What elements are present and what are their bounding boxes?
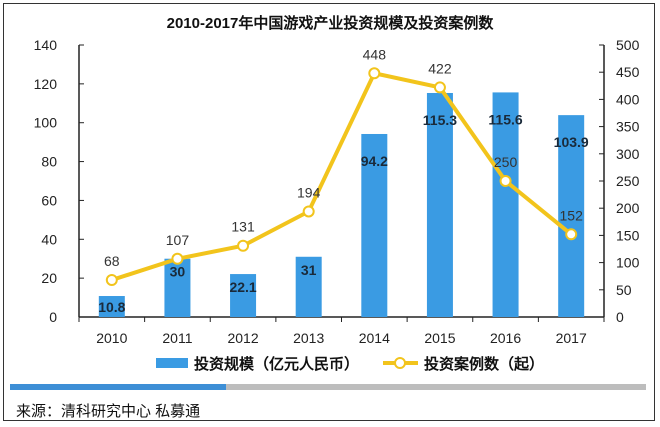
right-tick-label: 200 bbox=[616, 200, 640, 216]
left-tick-label: 0 bbox=[49, 309, 57, 325]
line-point bbox=[237, 239, 250, 252]
line-point bbox=[171, 252, 184, 265]
bar bbox=[558, 115, 585, 317]
line-point bbox=[368, 67, 381, 80]
line-value-label: 194 bbox=[297, 184, 321, 200]
legend-line-label: 投资案例数（起） bbox=[424, 355, 544, 373]
right-tick-label: 150 bbox=[616, 227, 640, 243]
legend-bar-label: 投资规模（亿元人民币） bbox=[194, 355, 359, 373]
left-tick-label: 40 bbox=[41, 231, 57, 247]
line-point bbox=[433, 81, 446, 94]
bar bbox=[361, 133, 388, 317]
series-line bbox=[111, 70, 573, 282]
x-tick-label: 2016 bbox=[490, 330, 521, 346]
right-tick-label: 450 bbox=[616, 64, 640, 80]
bar-value-label: 94.2 bbox=[361, 153, 388, 169]
bar bbox=[492, 92, 519, 317]
left-tick-label: 20 bbox=[41, 270, 57, 286]
bar bbox=[295, 256, 322, 317]
progress-bar bbox=[10, 384, 646, 390]
bar bbox=[230, 274, 257, 317]
source-note: 来源：清科研究中心 私募通 bbox=[16, 403, 201, 420]
line-value-label: 422 bbox=[428, 60, 452, 76]
left-tick-label: 120 bbox=[34, 76, 58, 92]
right-tick-label: 500 bbox=[616, 37, 640, 53]
left-tick-label: 140 bbox=[34, 37, 58, 53]
right-tick-label: 100 bbox=[616, 255, 640, 271]
x-tick-label: 2011 bbox=[162, 330, 192, 346]
left-tick-label: 100 bbox=[34, 115, 58, 131]
x-tick-label: 2010 bbox=[96, 330, 127, 346]
bar-value-label: 30 bbox=[170, 264, 186, 280]
right-tick-label: 350 bbox=[616, 119, 640, 135]
x-tick-label: 2017 bbox=[556, 330, 587, 346]
bar-value-label: 22.1 bbox=[229, 279, 256, 295]
chart-frame bbox=[3, 3, 655, 421]
bar-value-label: 115.6 bbox=[488, 111, 522, 127]
right-tick-label: 50 bbox=[616, 282, 632, 298]
line-value-label: 152 bbox=[560, 207, 584, 223]
line-value-label: 250 bbox=[494, 154, 518, 170]
line-point bbox=[302, 205, 315, 218]
chart-title: 2010-2017年中国游戏产业投资规模及投资案例数 bbox=[167, 14, 495, 32]
line-point bbox=[105, 274, 118, 287]
bar-value-label: 10.8 bbox=[98, 299, 125, 315]
line-value-label: 131 bbox=[231, 219, 255, 235]
x-tick-label: 2015 bbox=[424, 330, 455, 346]
line-value-label: 448 bbox=[363, 46, 387, 62]
bar bbox=[164, 258, 191, 317]
bar bbox=[98, 296, 125, 317]
bar-value-label: 103.9 bbox=[554, 134, 589, 150]
line-value-label: 68 bbox=[104, 253, 120, 269]
x-tick-label: 2012 bbox=[227, 330, 258, 346]
bar-value-label: 31 bbox=[301, 262, 317, 278]
bar bbox=[426, 92, 453, 317]
bar-value-label: 115.3 bbox=[423, 112, 457, 128]
line-point bbox=[499, 175, 512, 187]
legend-line-marker bbox=[394, 357, 406, 369]
right-tick-label: 400 bbox=[616, 91, 640, 107]
x-tick-label: 2014 bbox=[359, 330, 390, 346]
progress-fill bbox=[10, 384, 227, 390]
legend-bar-swatch bbox=[156, 358, 188, 368]
left-tick-label: 60 bbox=[41, 192, 57, 208]
line-value-label: 107 bbox=[166, 232, 190, 248]
right-tick-label: 250 bbox=[616, 173, 640, 189]
right-tick-label: 300 bbox=[616, 146, 640, 162]
left-tick-label: 80 bbox=[41, 154, 57, 170]
chart: 2010-2017年中国游戏产业投资规模及投资案例数 0 20 40 60 80 100 12… bbox=[34, 14, 640, 373]
right-tick-label: 0 bbox=[616, 309, 624, 325]
x-tick-label: 2013 bbox=[293, 330, 324, 346]
line-point bbox=[565, 228, 578, 241]
